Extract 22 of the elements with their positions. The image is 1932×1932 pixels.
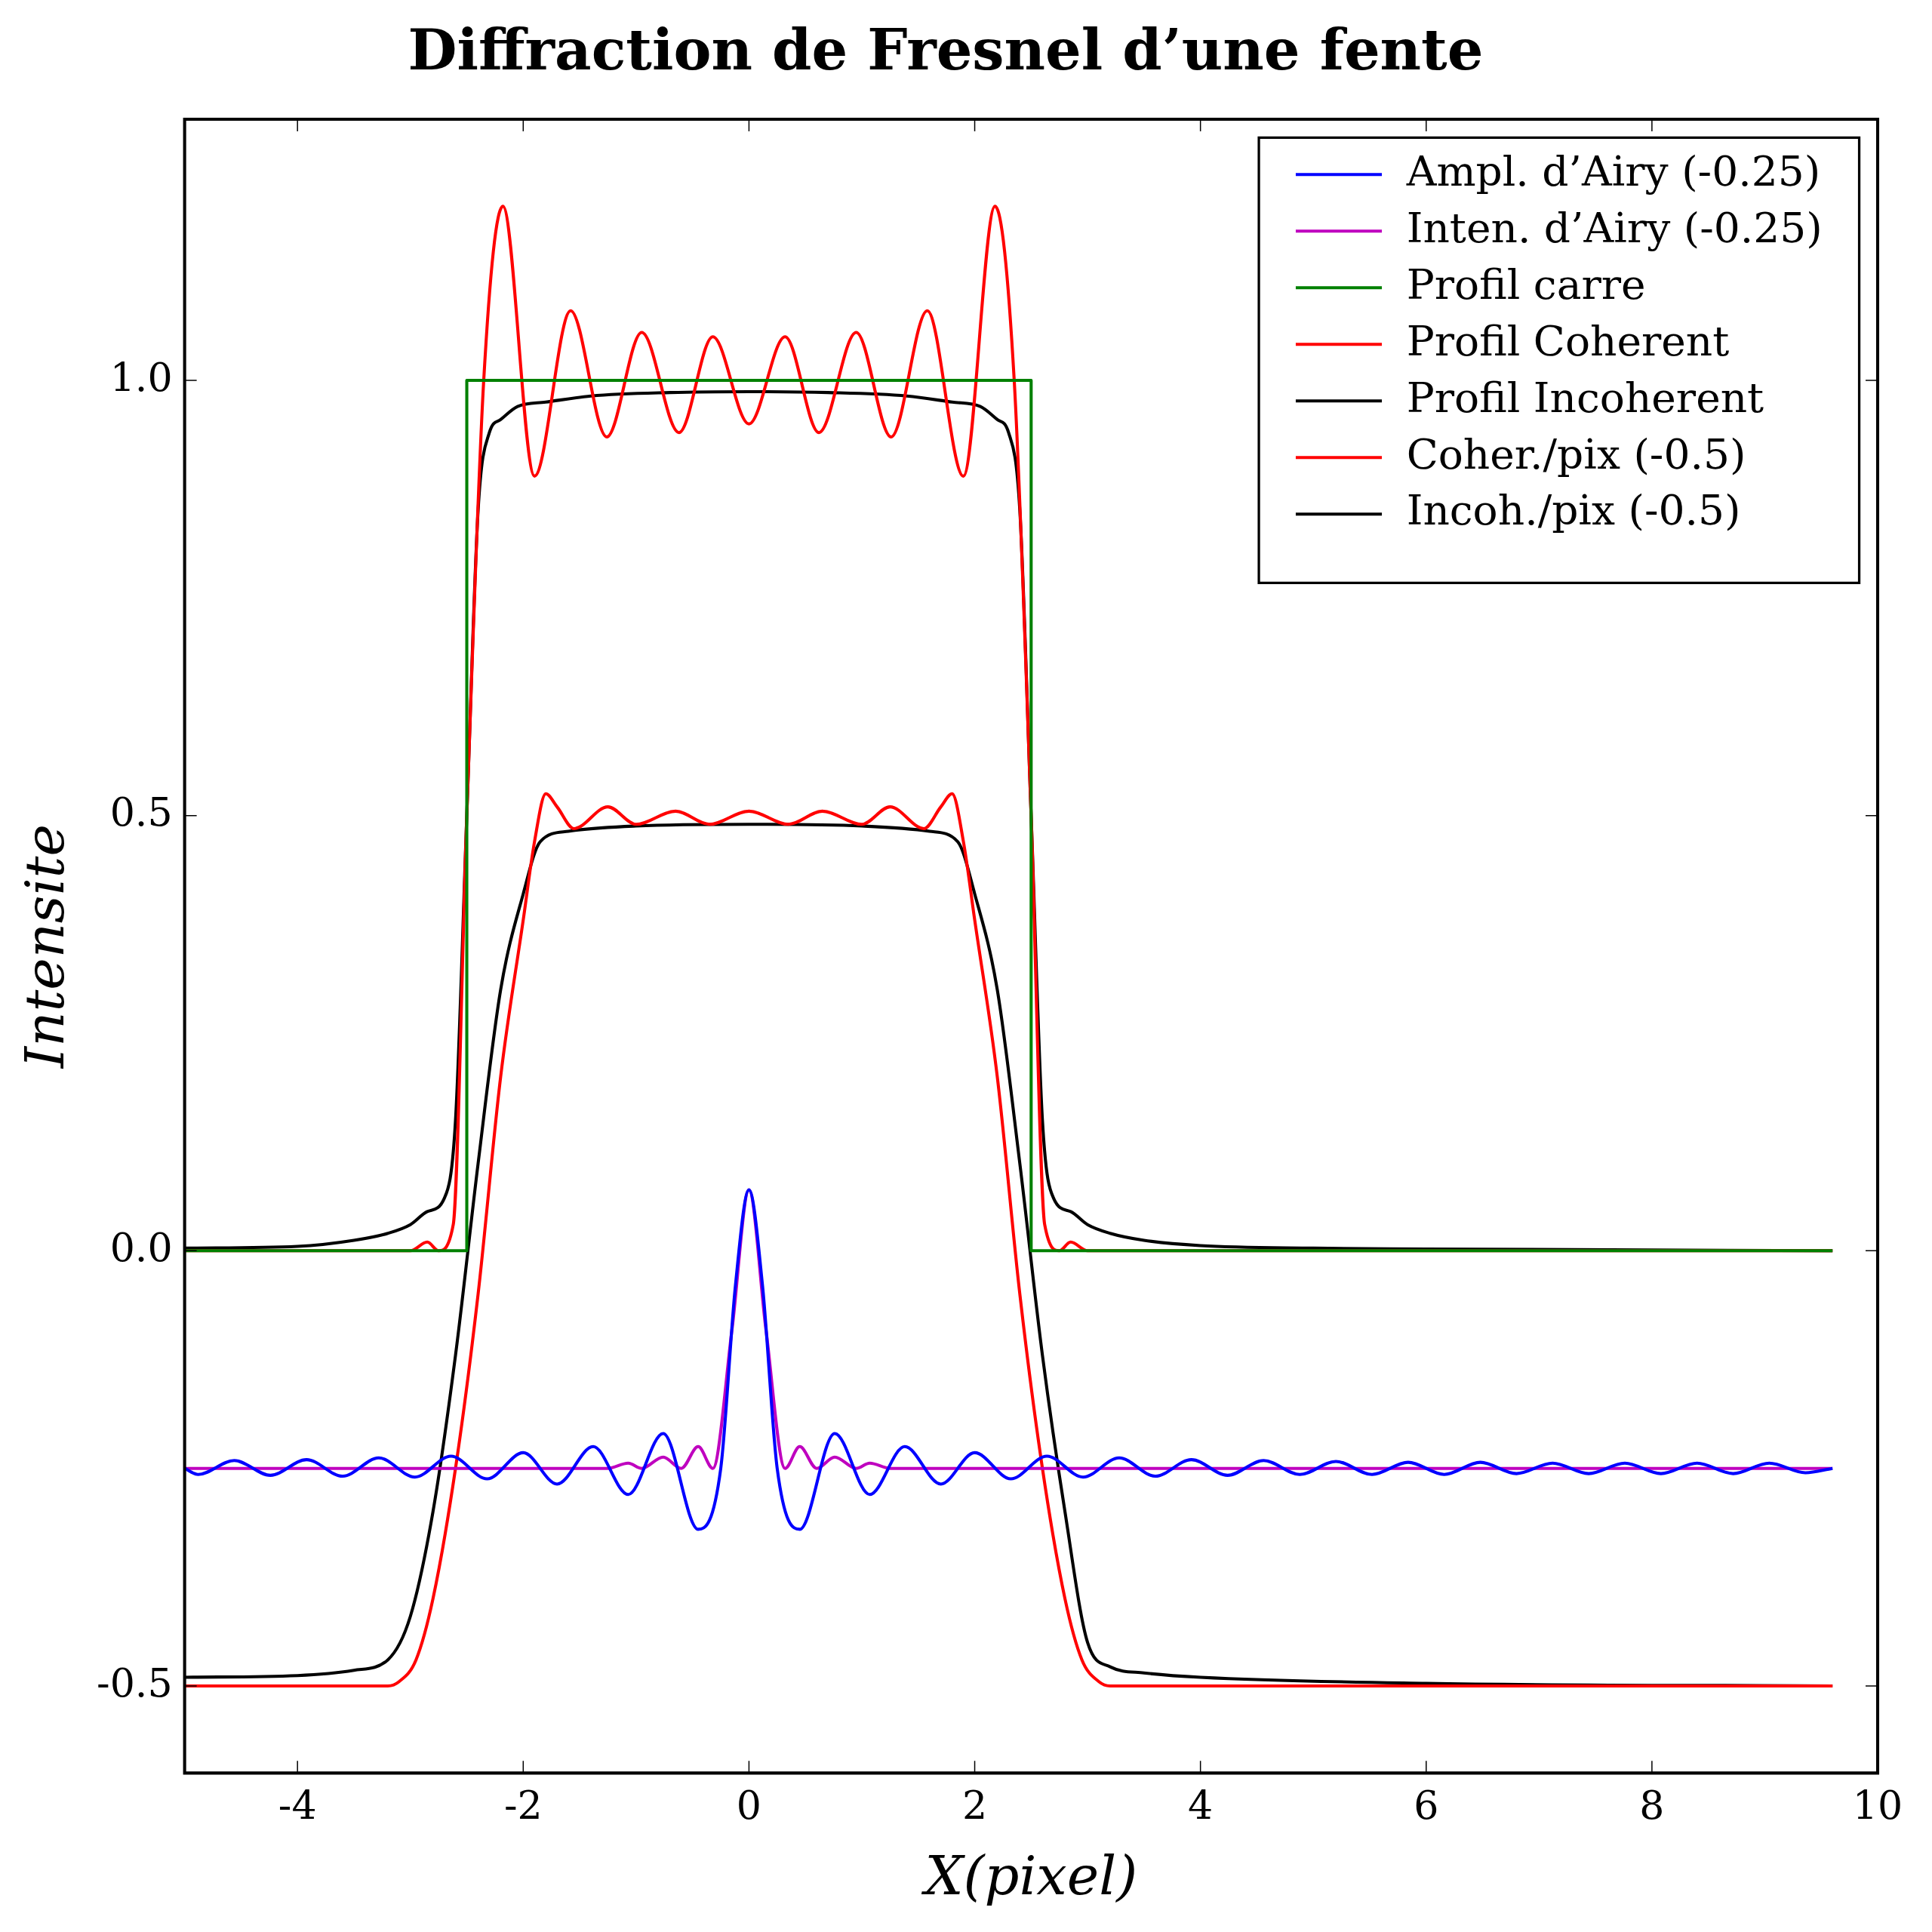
x-tick-label: 10 bbox=[1852, 1783, 1903, 1829]
y-tick-label: 1.0 bbox=[109, 354, 173, 400]
x-tick-label: 8 bbox=[1639, 1783, 1665, 1829]
x-tick-label: 2 bbox=[961, 1783, 988, 1829]
legend-label: Profil Coherent bbox=[1406, 316, 1730, 365]
legend-label: Profil carre bbox=[1406, 260, 1646, 309]
chart-title: Diffraction de Fresnel d’une fente bbox=[408, 17, 1484, 84]
legend-label: Ampl. d’Airy (-0.25) bbox=[1405, 146, 1821, 195]
x-tick-label: -2 bbox=[503, 1783, 543, 1829]
y-tick-label: 0.0 bbox=[109, 1224, 173, 1270]
x-axis-title: X(pixel) bbox=[921, 1843, 1138, 1907]
x-tick-label: 4 bbox=[1188, 1783, 1214, 1829]
x-tick-label: 0 bbox=[736, 1783, 762, 1829]
legend-label: Coher./pix (-0.5) bbox=[1406, 429, 1746, 478]
legend-label: Incoh./pix (-0.5) bbox=[1406, 486, 1741, 535]
y-tick-label: -0.5 bbox=[97, 1660, 173, 1706]
y-tick-label: 0.5 bbox=[109, 789, 173, 835]
x-tick-label: 6 bbox=[1414, 1783, 1439, 1829]
legend-label: Profil Incoherent bbox=[1406, 373, 1764, 422]
legend-label: Inten. d’Airy (-0.25) bbox=[1406, 203, 1823, 252]
x-tick-label: -4 bbox=[278, 1783, 317, 1829]
y-axis-title: Intensite bbox=[12, 824, 76, 1070]
